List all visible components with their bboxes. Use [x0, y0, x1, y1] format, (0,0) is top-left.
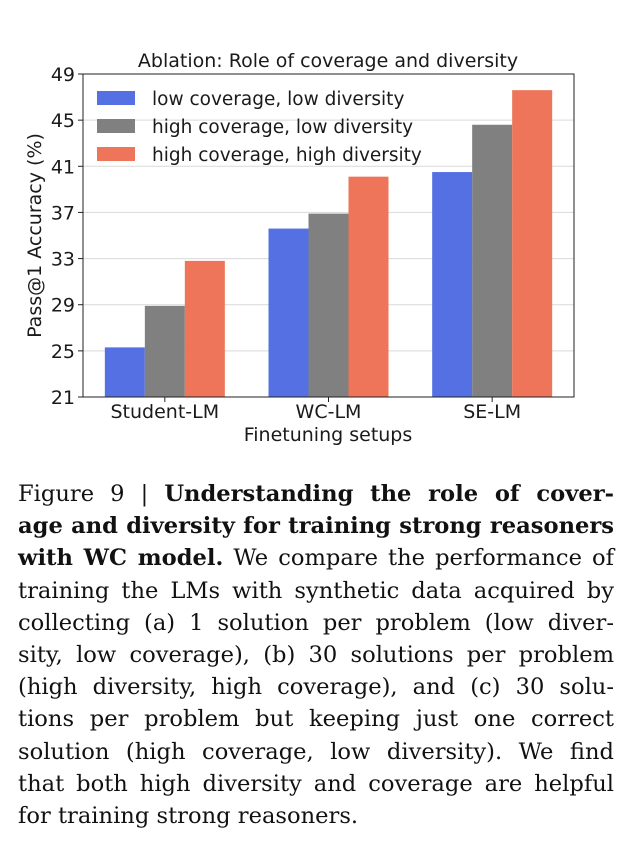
- x-tick-label: WC-LM: [296, 401, 362, 423]
- bar: [472, 124, 513, 397]
- legend: low coverage, low diversity high coverage…: [97, 89, 422, 166]
- x-tick-label: Student-LM: [111, 401, 220, 423]
- caption-text: Figure 9 |: [18, 481, 165, 507]
- y-tick-label: 33: [51, 249, 75, 271]
- legend-swatch: [97, 147, 135, 161]
- caption-text: We compare the performance of: [223, 545, 614, 572]
- caption-line: (high diversity, high coverage), and (c)…: [18, 671, 614, 703]
- y-tick-label: 45: [51, 110, 75, 132]
- caption-bold-text: age and diversity for training strong re…: [18, 513, 614, 540]
- bars: [104, 90, 553, 398]
- bar: [512, 90, 553, 398]
- y-tick-label: 21: [51, 387, 75, 409]
- y-axis-ticks: 21 25 29 33 37 41 45 49: [51, 64, 83, 409]
- caption-line: for training strong reasoners.: [18, 800, 614, 832]
- x-tick-label: SE-LM: [463, 401, 521, 423]
- legend-label: low coverage, low diversity: [152, 89, 404, 110]
- chart-title: Ablation: Role of coverage and diversity: [138, 50, 518, 72]
- y-tick-label: 29: [51, 295, 75, 317]
- caption-text: for training strong reasoners.: [18, 803, 359, 830]
- legend-swatch: [97, 119, 135, 133]
- caption-line: collecting (a) 1 solution per problem (l…: [18, 607, 614, 639]
- bar: [308, 213, 349, 397]
- y-tick-label: 41: [51, 156, 75, 178]
- caption-line: Figure 9 | Understanding the role of cov…: [18, 478, 614, 510]
- caption-line: sity, low coverage), (b) 30 solutions pe…: [18, 639, 614, 671]
- caption-line: tions per problem but keeping just one c…: [18, 703, 614, 735]
- caption-bold-text: with WC model.: [18, 545, 224, 572]
- legend-swatch: [97, 91, 135, 105]
- x-axis-label: Finetuning setups: [244, 424, 413, 446]
- caption-bold-text: Understanding the role of cover-: [164, 481, 614, 507]
- bar: [184, 260, 225, 397]
- caption-line: with WC model. We compare the performanc…: [18, 542, 614, 574]
- caption-text: collecting (a) 1 solution per problem (l…: [18, 609, 614, 636]
- caption-line: solution (high coverage, low diversity).…: [18, 736, 614, 768]
- y-tick-label: 37: [51, 202, 75, 224]
- figure-caption: Figure 9 | Understanding the role of cov…: [18, 478, 614, 832]
- x-axis-ticks: Student-LM WC-LM SE-LM: [111, 397, 521, 423]
- caption-line: age and diversity for training strong re…: [18, 510, 614, 542]
- caption-text: solution (high coverage, low diversity).…: [18, 738, 614, 765]
- y-axis-label: Pass@1 Accuracy (%): [24, 133, 46, 338]
- y-tick-label: 49: [51, 64, 75, 86]
- bar: [432, 172, 473, 397]
- legend-label: high coverage, low diversity: [152, 117, 413, 138]
- bar: [348, 176, 389, 397]
- bar: [144, 305, 185, 397]
- caption-text: training the LMs with synthetic data acq…: [18, 577, 614, 604]
- bar: [268, 228, 309, 397]
- legend-label: high coverage, high diversity: [152, 145, 422, 166]
- y-tick-label: 25: [51, 341, 75, 363]
- caption-text: tions per problem but keeping just one c…: [18, 706, 614, 733]
- caption-text: sity, low coverage), (b) 30 solutions pe…: [18, 642, 614, 669]
- caption-line: training the LMs with synthetic data acq…: [18, 575, 614, 607]
- bar-chart: Ablation: Role of coverage and diversity…: [24, 50, 575, 446]
- caption-text: that both high diversity and coverage ar…: [18, 770, 614, 797]
- caption-text: (high diversity, high coverage), and (c)…: [18, 674, 614, 701]
- bar: [104, 347, 145, 397]
- caption-line: that both high diversity and coverage ar…: [18, 768, 614, 800]
